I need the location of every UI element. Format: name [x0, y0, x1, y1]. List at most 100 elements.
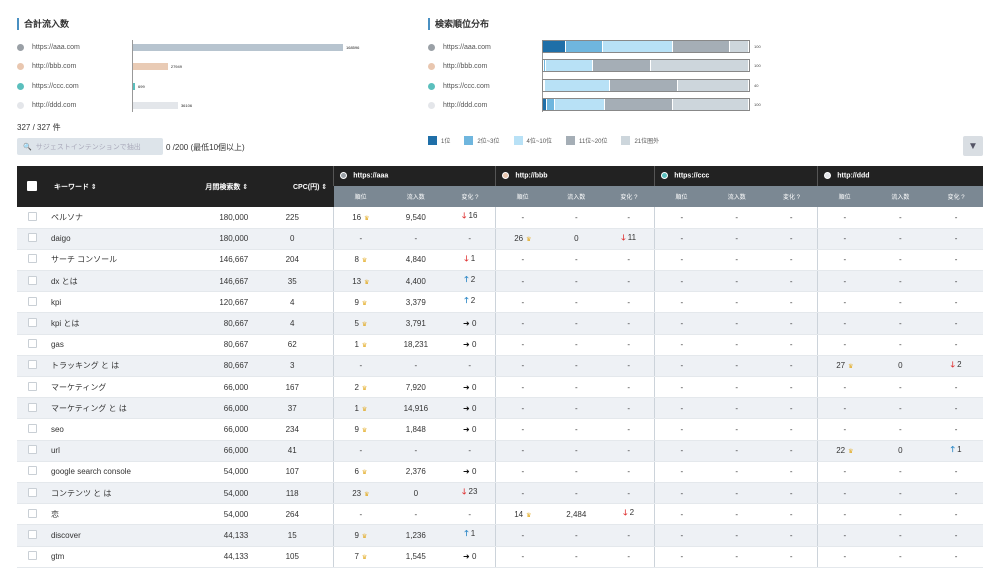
rank-cell: -	[333, 503, 388, 526]
row-checkbox[interactable]	[17, 249, 48, 272]
keyword-cell: daigo	[47, 228, 152, 250]
right-chart-axis	[542, 40, 543, 112]
volume-cell: 180,000	[151, 207, 252, 229]
row-checkbox[interactable]	[17, 503, 48, 526]
sub-header[interactable]: 順位	[333, 186, 388, 207]
inflow-cell: -	[871, 546, 930, 568]
rank-cell: -	[495, 207, 550, 229]
sub-header[interactable]: 変化 ?	[765, 186, 818, 207]
sub-header[interactable]: 流入数	[708, 186, 766, 207]
cpc-cell: 4	[251, 291, 334, 314]
sub-header[interactable]: 順位	[654, 186, 709, 207]
site-header-2: https://ccc	[654, 166, 818, 186]
rank-cell: 7 ♛	[333, 546, 388, 568]
rank-cell: 23 ♛	[333, 482, 388, 505]
change-cell: -	[765, 291, 818, 314]
row-checkbox[interactable]	[17, 270, 48, 293]
sub-header[interactable]: 順位	[817, 186, 872, 207]
rank-segment	[545, 80, 611, 91]
sub-header[interactable]: 流入数	[871, 186, 930, 207]
row-checkbox[interactable]	[17, 440, 48, 462]
arrow-down-icon: 🡓	[462, 211, 467, 221]
sub-header[interactable]: 流入数	[549, 186, 604, 207]
rank-cell: -	[654, 312, 709, 335]
change-cell: -	[444, 355, 496, 378]
select-all-checkbox[interactable]	[17, 166, 48, 207]
row-checkbox[interactable]	[17, 397, 48, 420]
change-cell: -	[929, 524, 983, 547]
rank-cell: -	[654, 524, 709, 547]
rank-cell: -	[817, 376, 872, 399]
rank-cell: -	[333, 440, 388, 462]
row-checkbox[interactable]	[17, 524, 48, 547]
table-row: gas 80,667 62 1 ♛ 18,231 ➜ 0---------	[17, 334, 983, 356]
inflow-cell: -	[708, 418, 766, 441]
cpc-cell: 37	[251, 397, 334, 420]
rank-cell: 14 ♛	[495, 503, 550, 526]
sub-header[interactable]: 変化 ?	[603, 186, 655, 207]
change-cell: -	[929, 291, 983, 314]
sub-header[interactable]: 流入数	[387, 186, 445, 207]
volume-header[interactable]: 月間検索数 ⇕	[151, 166, 252, 207]
rank-cell: 2 ♛	[333, 376, 388, 399]
row-checkbox[interactable]	[17, 376, 48, 399]
row-checkbox[interactable]	[17, 546, 48, 568]
row-checkbox[interactable]	[17, 291, 48, 314]
row-checkbox[interactable]	[17, 355, 48, 378]
change-cell: -	[603, 249, 655, 272]
keyword-header[interactable]: キーワード ⇕	[47, 166, 152, 207]
row-checkbox[interactable]	[17, 418, 48, 441]
keyword-cell: gas	[47, 334, 152, 356]
rank-cell: 8 ♛	[333, 249, 388, 272]
change-cell: 🡑 1	[929, 440, 983, 462]
right-legend-0: https://aaa.com	[428, 41, 491, 53]
inflow-cell: 14,916	[387, 397, 445, 420]
sub-header[interactable]: 順位	[495, 186, 550, 207]
row-checkbox[interactable]	[17, 334, 48, 356]
cpc-cell: 118	[251, 482, 334, 505]
inflow-cell: 3,791	[387, 312, 445, 335]
volume-cell: 54,000	[151, 461, 252, 483]
table-row: google search console 54,000 107 6 ♛ 2,376 ➜ 0…	[17, 461, 983, 483]
filter-icon-button[interactable]: ▼	[963, 136, 983, 156]
cpc-cell: 4	[251, 312, 334, 335]
rank-cell: -	[654, 376, 709, 399]
inflow-cell: 18,231	[387, 334, 445, 356]
rank-segment	[565, 41, 603, 52]
row-checkbox[interactable]	[17, 312, 48, 335]
volume-cell: 54,000	[151, 503, 252, 526]
row-checkbox[interactable]	[17, 482, 48, 505]
help-icon: ?	[634, 195, 638, 201]
change-cell: -	[765, 461, 818, 483]
row-checkbox[interactable]	[17, 207, 48, 229]
crown-icon: ♛	[364, 491, 370, 498]
change-cell: -	[603, 482, 655, 505]
inflow-value: 36106	[180, 103, 193, 108]
keyword-cell: kpi とは	[47, 312, 152, 335]
inflow-cell: -	[708, 312, 766, 335]
suggest-intention-filter-input[interactable]: 🔍 サジェストインテンションで抽出	[17, 138, 163, 155]
table-row: マーケティング 66,000 167 2 ♛ 7,920 ➜ 0---------	[17, 376, 983, 399]
sub-header[interactable]: 変化 ?	[444, 186, 496, 207]
rank-segment	[555, 99, 605, 110]
sub-header[interactable]: 変化 ?	[929, 186, 983, 207]
rank-cell: -	[495, 482, 550, 505]
cpc-header[interactable]: CPC(円) ⇕	[251, 166, 334, 207]
rank-cell: 6 ♛	[333, 461, 388, 483]
change-cell: -	[765, 228, 818, 250]
inflow-cell: -	[871, 207, 930, 229]
cpc-cell: 234	[251, 418, 334, 441]
help-icon: ?	[475, 195, 479, 201]
rank-cell: -	[654, 270, 709, 293]
site-color-dot	[661, 172, 669, 180]
row-checkbox[interactable]	[17, 461, 48, 483]
inflow-cell: -	[549, 418, 604, 441]
volume-cell: 44,133	[151, 546, 252, 568]
inflow-cell: -	[871, 249, 930, 272]
inflow-cell: 4,400	[387, 270, 445, 293]
arrow-right-icon: ➜	[463, 424, 470, 434]
inflow-cell: -	[708, 355, 766, 378]
row-checkbox[interactable]	[17, 228, 48, 250]
keyword-cell: トラッキング と は	[47, 355, 152, 378]
inflow-cell: -	[549, 482, 604, 505]
